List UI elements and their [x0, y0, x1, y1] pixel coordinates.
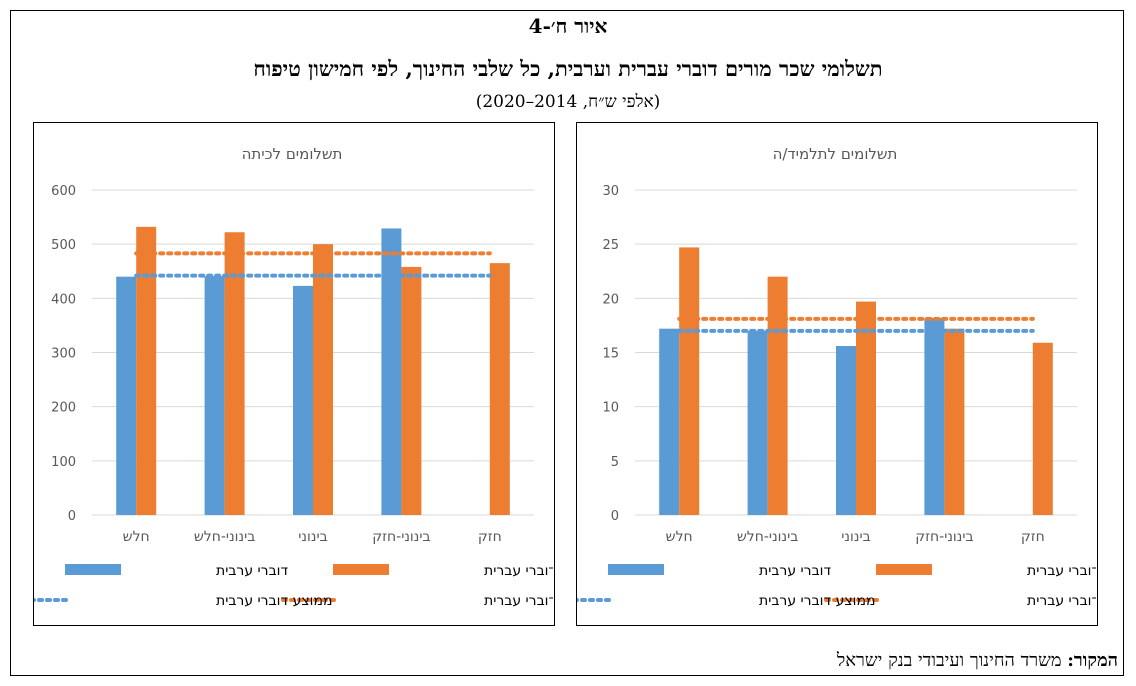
legend-label: דוברי עברית: [1027, 563, 1096, 579]
x-tick-label: בינוני-חזק: [372, 529, 430, 545]
figure-frame: [10, 10, 1124, 676]
legend-swatch: [333, 564, 389, 575]
figure-title: תשלומי שכר מורים דוברי עברית וערבית, כל …: [253, 56, 883, 81]
chart-per-class: תשלומים לכיתה 0 100 200 300 400 500 600 חלש בינונ…: [34, 145, 553, 609]
chart-per-student: תשלומים לתלמיד/ה 0 5 10 15 20 25 30 חלש בינוני-חל…: [577, 145, 1096, 609]
x-tick-label: חלש: [123, 529, 150, 545]
source-label: המקור:: [1067, 650, 1118, 671]
y-tick-label: 600: [51, 184, 76, 199]
y-tick-label: 500: [51, 238, 76, 253]
y-tick-label: 20: [602, 292, 619, 307]
y-tick-label: 25: [602, 238, 619, 253]
legend-swatch: [876, 564, 932, 575]
bar-hebrew-2: [767, 276, 788, 515]
bar-hebrew-3: [313, 244, 333, 515]
y-tick-label: 0: [68, 509, 76, 524]
bar-hebrew-3: [856, 301, 876, 515]
source-text: משרד החינוך ועיבודי בנק ישראל: [836, 650, 1062, 671]
legend-label: דוברי ערבית: [216, 563, 288, 579]
bar-arabic-4: [924, 317, 945, 515]
y-tick-label: 5: [611, 455, 619, 470]
x-tick-label: בינוני-חלש: [737, 529, 798, 545]
y-tick-label: 10: [602, 401, 619, 416]
x-tick-label: חלש: [666, 529, 693, 545]
source-note: המקור: משרד החינוך ועיבודי בנק ישראל: [837, 650, 1118, 671]
legend-label: ממוצע דוברי ערבית: [216, 593, 332, 609]
bar-arabic-3: [293, 285, 313, 515]
chart-title: תשלומים לתלמיד/ה: [773, 145, 898, 163]
figure-number: איור ח׳-4: [528, 14, 608, 38]
legend-label: ממוצע דוברי ערבית: [759, 593, 875, 609]
bar-arabic-1: [659, 328, 680, 515]
y-tick-label: 0: [611, 509, 619, 524]
legend-swatch: [65, 564, 121, 575]
legend-label: דוברי ערבית: [759, 563, 831, 579]
x-tick-label: חזק: [478, 529, 502, 545]
bar-hebrew-2: [224, 232, 245, 515]
x-tick-label: בינוני: [298, 529, 327, 545]
legend-label: ממוצע דוברי עברית: [1027, 593, 1096, 609]
y-tick-label: 30: [602, 184, 619, 199]
bar-arabic-2: [204, 276, 225, 515]
bar-arabic-3: [836, 346, 856, 515]
x-tick-label: בינוני: [841, 529, 870, 545]
legend-swatch: [608, 564, 664, 575]
figure-subtitle: (אלפי ש״ח, 2014–2020): [475, 92, 661, 112]
bar-hebrew-1: [136, 226, 157, 515]
y-tick-label: 200: [51, 401, 76, 416]
legend-label: ממוצע דוברי עברית: [484, 593, 553, 609]
bar-hebrew-5: [489, 263, 510, 515]
bar-hebrew-1: [679, 247, 700, 515]
x-tick-label: בינוני-חלש: [194, 529, 255, 545]
x-tick-label: חזק: [1021, 529, 1045, 545]
y-tick-label: 15: [602, 347, 619, 362]
bar-hebrew-4: [944, 328, 965, 515]
legend-label: דוברי עברית: [484, 563, 553, 579]
x-tick-label: בינוני-חזק: [915, 529, 973, 545]
y-tick-label: 400: [51, 292, 76, 307]
bar-arabic-1: [116, 276, 137, 515]
chart-panel-per-student: תשלומים לתלמיד/ה 0 5 10 15 20 25 30 חלש בינוני-חל…: [576, 122, 1098, 626]
y-tick-label: 100: [51, 455, 76, 470]
bar-arabic-4: [381, 228, 402, 515]
y-tick-label: 300: [51, 347, 76, 362]
chart-panel-per-class: תשלומים לכיתה 0 100 200 300 400 500 600 חלש בינונ…: [33, 122, 555, 626]
bar-hebrew-5: [1032, 342, 1053, 515]
chart-title: תשלומים לכיתה: [242, 145, 343, 163]
bar-arabic-2: [747, 330, 768, 515]
bar-hebrew-4: [401, 266, 422, 515]
